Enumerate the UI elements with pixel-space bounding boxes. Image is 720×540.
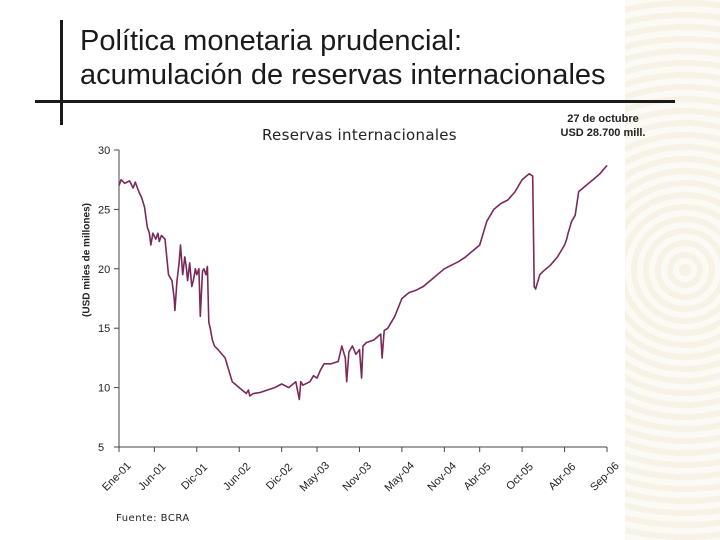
- background-seal-watermark: [625, 0, 720, 540]
- chart-series: [118, 164, 608, 401]
- x-tick-label: May-04: [383, 460, 417, 494]
- annotation-line1: 27 de octubre: [567, 113, 639, 125]
- x-tick-label: Ene-01: [100, 460, 134, 494]
- slide-title-line2: acumulación de reservas internacionales: [80, 59, 606, 91]
- x-tick-label: May-03: [298, 460, 332, 494]
- horizontal-accent-rule: [35, 100, 675, 103]
- x-tick-label: Oct-05: [504, 461, 536, 493]
- x-tick-label: Abr-05: [462, 461, 494, 493]
- y-tick-label: 10: [98, 383, 110, 395]
- chart-ticks: 5 10 15 20 25 30 Ene-01 Jun-01 Dic-01 Jun-02 Dic-0…: [98, 145, 622, 494]
- y-tick-label: 5: [98, 442, 104, 454]
- y-tick-label: 15: [98, 323, 110, 335]
- slide-title-line1: Política monetaria prudencial:: [80, 25, 463, 57]
- chart-title: Reservas internacionales: [262, 126, 457, 144]
- x-tick-label: Abr-06: [547, 461, 579, 493]
- x-tick-label: Dic-01: [179, 461, 210, 492]
- x-tick-label: Sep-06: [588, 460, 622, 494]
- x-tick-label: Nov-04: [425, 460, 459, 494]
- source-note: Fuente: BCRA: [116, 513, 190, 524]
- x-tick-label: Dic-02: [264, 461, 295, 492]
- x-tick-label: Nov-03: [341, 460, 375, 494]
- annotation-line2: USD 28.700 mill.: [560, 127, 646, 139]
- y-tick-label: 20: [98, 264, 110, 276]
- vertical-accent-rule: [60, 20, 63, 125]
- chart-axes: [118, 150, 607, 448]
- chart-annotation: 27 de octubre USD 28.700 mill.: [548, 112, 658, 140]
- reserves-series-line: [118, 164, 608, 401]
- slide-title: Política monetaria prudencial: acumulaci…: [80, 24, 606, 92]
- y-tick-label: 30: [98, 145, 110, 157]
- x-tick-label: Jun-02: [221, 461, 253, 493]
- x-tick-label: Jun-01: [136, 461, 168, 493]
- y-tick-label: 25: [98, 204, 110, 216]
